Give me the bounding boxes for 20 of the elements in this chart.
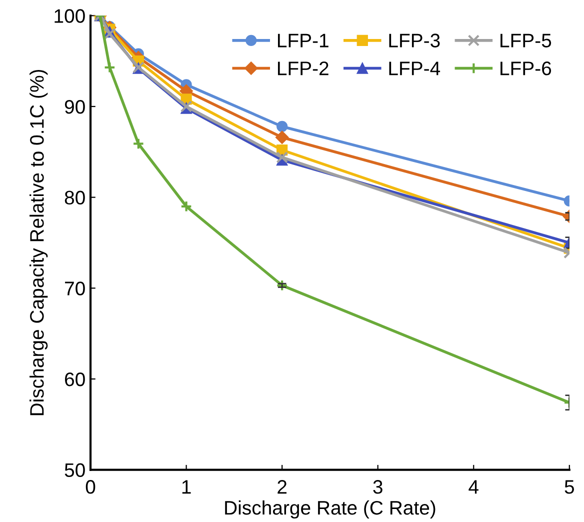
y-tick-label: 100 [54, 9, 85, 23]
y-tick-label: 80 [64, 190, 85, 205]
x-tick-label: 3 [373, 480, 382, 494]
x-tick-label: 1 [182, 480, 191, 494]
legend-label: LFP-6 [500, 62, 552, 76]
x-tick-label: 5 [564, 480, 574, 494]
legend-label: LFP-1 [278, 34, 328, 48]
legend-label: LFP-3 [389, 34, 440, 48]
y-tick-label: 90 [64, 100, 85, 114]
y-tick-label: 70 [65, 282, 85, 296]
legend-label: LFP-2 [278, 62, 328, 76]
x-tick-label: 2 [278, 480, 287, 494]
x-tick-label: 4 [468, 480, 478, 494]
y-tick-label: 60 [65, 372, 85, 386]
legend-label: LFP-5 [500, 34, 552, 48]
legend-label: LFP-4 [389, 62, 440, 76]
x-tick-label: 0 [86, 480, 96, 494]
y-tick-label: 50 [64, 463, 85, 478]
x-axis-title: Discharge Rate (C Rate) [225, 500, 436, 519]
y-axis-title: Discharge Capacity Relative to 0.1C (%) [30, 70, 48, 416]
